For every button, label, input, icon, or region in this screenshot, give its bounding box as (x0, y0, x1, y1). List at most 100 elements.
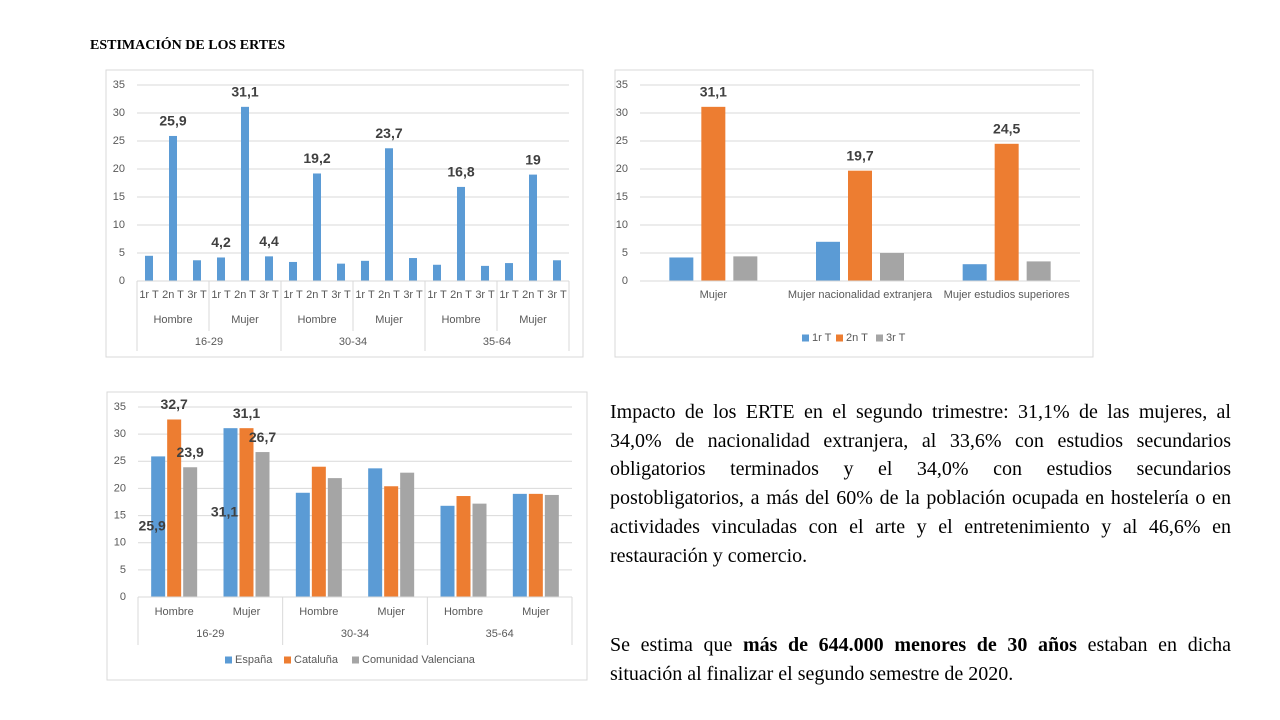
y-tick-label: 20 (113, 163, 125, 175)
bar (255, 452, 270, 597)
legend-swatch (352, 656, 359, 664)
bar (409, 258, 417, 281)
y-tick-label: 35 (616, 79, 628, 91)
data-label: 25,9 (139, 517, 166, 533)
bar (962, 264, 987, 281)
y-tick-label: 25 (113, 135, 125, 147)
group-label: 16-29 (196, 628, 224, 640)
bar (994, 143, 1019, 281)
bar (481, 265, 489, 281)
legend-swatch (836, 334, 843, 342)
bar (368, 468, 383, 597)
y-tick-label: 15 (114, 509, 126, 521)
bar (512, 493, 527, 597)
bar (553, 260, 561, 281)
x-tick-label: 3r T (403, 289, 423, 301)
y-tick-label: 0 (622, 275, 628, 287)
bar (183, 467, 198, 597)
bar (337, 263, 345, 281)
x-tick-label: 1r T (427, 289, 447, 301)
legend-label: Cataluña (294, 654, 339, 666)
bar (327, 478, 342, 597)
x-tick-label: 2n T (450, 289, 472, 301)
data-label: 19,2 (303, 150, 330, 166)
y-tick-label: 15 (113, 191, 125, 203)
group-label: 30-34 (339, 336, 367, 348)
x-tick-label: 3r T (259, 289, 279, 301)
data-label: 19,7 (846, 147, 873, 163)
x-tick-label: 2n T (522, 289, 544, 301)
bar (239, 428, 254, 597)
y-tick-label: 10 (114, 537, 126, 549)
bar (669, 257, 694, 281)
bar (701, 106, 726, 281)
y-tick-label: 20 (114, 482, 126, 494)
x-tick-label: 1r T (211, 289, 231, 301)
x-tick-label: 3r T (331, 289, 351, 301)
group-label: Mujer (519, 314, 547, 326)
legend-swatch (802, 334, 809, 342)
y-tick-label: 0 (119, 275, 125, 287)
bar (816, 241, 840, 281)
y-tick-label: 30 (114, 428, 126, 440)
legend-label: 3r T (886, 332, 906, 344)
x-tick-label: 3r T (187, 289, 207, 301)
x-tick-label: Mujer (522, 606, 550, 618)
bar (223, 428, 238, 597)
bar (529, 174, 537, 281)
x-tick-label: Mujer estudios superiores (943, 289, 1070, 301)
bar (313, 173, 321, 281)
x-tick-label: 1r T (499, 289, 519, 301)
chart-frame (106, 391, 588, 681)
x-tick-label: Hombre (155, 606, 194, 618)
data-label: 19 (525, 151, 541, 167)
legend-label: 2n T (846, 332, 868, 344)
group-label: Mujer (375, 314, 403, 326)
paragraph: Se estima que más de 644.000 menores de … (610, 631, 1231, 688)
data-label: 31,1 (700, 84, 727, 100)
group-label: 30-34 (341, 628, 369, 640)
bar (241, 106, 249, 281)
legend-swatch (225, 656, 232, 664)
bar (440, 505, 455, 597)
group-label: Hombre (297, 314, 336, 326)
group-label: Mujer (231, 314, 259, 326)
bar (384, 486, 399, 597)
y-tick-label: 0 (120, 591, 126, 603)
legend-swatch (284, 656, 291, 664)
bold-text: más de 644.000 menores de 30 años (742, 634, 1077, 656)
bar (145, 255, 153, 281)
bar (151, 456, 166, 597)
bar (311, 466, 326, 597)
y-tick-label: 5 (119, 247, 125, 259)
bar (1026, 261, 1051, 281)
y-tick-label: 30 (616, 107, 628, 119)
x-tick-label: Mujer nacionalidad extranjera (788, 289, 932, 301)
x-tick-label: 2n T (378, 289, 400, 301)
data-label: 23,9 (177, 444, 204, 460)
bar (457, 186, 465, 281)
slide-title: ESTIMACIÓN DE LOS ERTES (90, 38, 286, 53)
data-label: 4,4 (259, 233, 279, 249)
data-label: 23,7 (375, 125, 402, 141)
data-label: 25,9 (159, 113, 186, 129)
x-tick-label: Mujer (233, 606, 261, 618)
x-tick-label-text: Mujer estudios superiores (943, 289, 1070, 301)
x-tick-label-text: Mujer (699, 289, 728, 301)
bar (472, 503, 487, 597)
legend-label: España (235, 654, 273, 666)
x-tick-label: Mujer (377, 606, 405, 618)
bar (733, 256, 758, 281)
y-tick-label: 30 (113, 107, 125, 119)
y-tick-label: 10 (113, 219, 125, 231)
bar (361, 260, 369, 281)
legend-label: Comunidad Valenciana (362, 654, 476, 666)
text: Se estima que (610, 634, 743, 656)
bar (193, 260, 201, 281)
bar (505, 263, 513, 281)
x-tick-label: 3r T (547, 289, 567, 301)
x-tick-label: 3r T (475, 289, 495, 301)
x-tick-label: 2n T (306, 289, 328, 301)
bar (385, 148, 393, 281)
